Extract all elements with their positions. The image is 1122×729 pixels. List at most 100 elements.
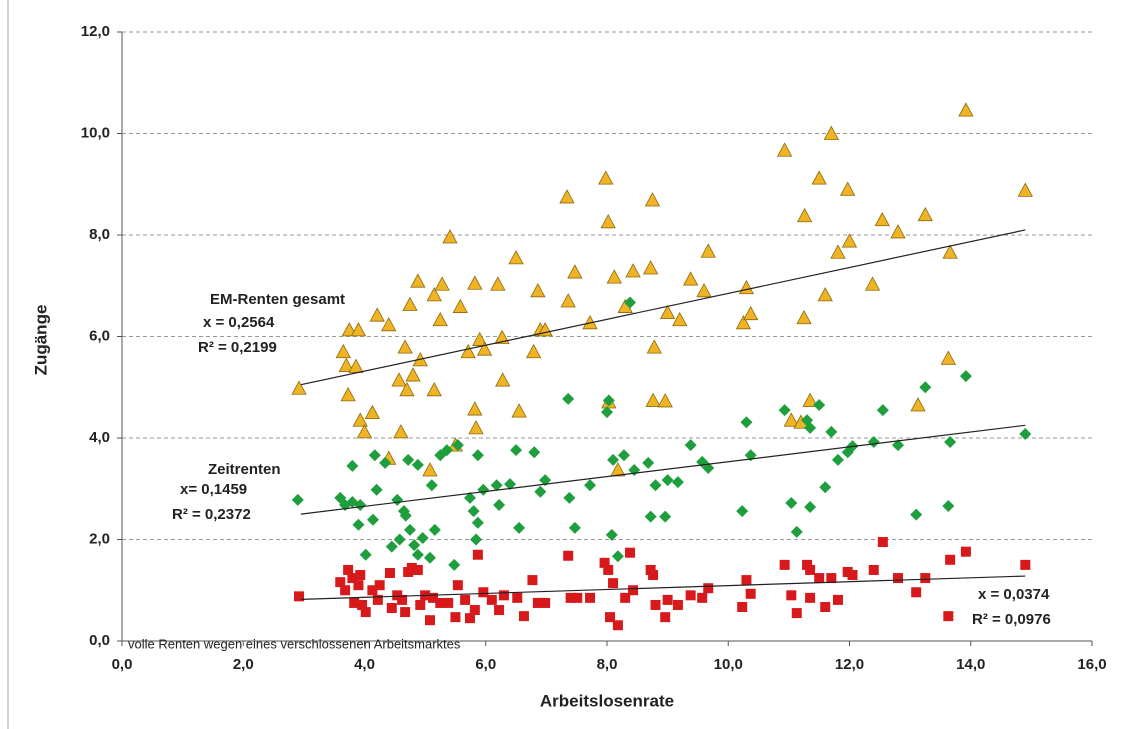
data-point <box>472 331 488 346</box>
x-axis-title: Arbeitslosenrate <box>540 691 674 710</box>
data-point <box>778 404 791 417</box>
data-point <box>399 509 412 522</box>
data-point <box>628 585 639 596</box>
data-point <box>802 392 818 407</box>
data-point <box>920 573 931 584</box>
data-point <box>397 339 413 354</box>
data-point <box>426 287 442 302</box>
data-point <box>823 125 839 140</box>
data-point <box>910 397 926 412</box>
x-tick-label: 8,0 <box>597 656 618 673</box>
data-point <box>867 436 880 449</box>
data-point <box>291 493 304 506</box>
data-point <box>364 404 381 420</box>
data-point <box>605 528 618 541</box>
data-point <box>495 372 511 387</box>
data-point <box>790 525 803 538</box>
data-point <box>406 562 417 573</box>
data-point <box>335 577 346 588</box>
data-point <box>467 401 483 416</box>
data-point <box>644 510 657 523</box>
data-point <box>386 603 397 614</box>
data-point <box>661 474 674 487</box>
data-point <box>740 416 753 429</box>
data-point <box>360 607 371 618</box>
data-point <box>350 322 367 337</box>
data-point <box>477 483 490 496</box>
y-tick-label: 8,0 <box>89 226 110 243</box>
data-point <box>612 620 623 631</box>
data-point <box>958 102 974 117</box>
data-point <box>671 476 684 489</box>
data-point <box>783 412 799 427</box>
data-point <box>617 449 630 462</box>
data-point <box>910 508 923 521</box>
data-point <box>877 537 888 548</box>
data-point <box>464 613 475 624</box>
data-point <box>528 446 541 459</box>
data-point <box>424 615 435 626</box>
data-point <box>802 559 813 570</box>
data-point <box>585 592 596 603</box>
data-point <box>820 601 831 612</box>
data-point <box>460 343 476 359</box>
data-point <box>384 567 395 578</box>
data-point <box>534 485 547 498</box>
data-point <box>943 611 954 622</box>
data-point <box>648 570 659 581</box>
data-point <box>942 244 958 259</box>
data-point <box>415 599 426 610</box>
data-point <box>460 594 471 605</box>
data-point <box>610 462 626 477</box>
data-point <box>397 505 410 518</box>
data-point <box>568 521 581 534</box>
data-point <box>494 605 505 616</box>
data-point <box>662 594 673 605</box>
data-point <box>425 479 438 492</box>
data-point <box>348 358 364 373</box>
data-point <box>405 367 421 382</box>
data-point <box>510 444 523 457</box>
data-point <box>504 478 516 491</box>
data-point <box>840 181 856 196</box>
annotation: x= 0,1459 <box>180 481 247 498</box>
data-point <box>468 420 484 435</box>
data-point <box>864 276 881 291</box>
data-point <box>530 282 546 298</box>
data-point <box>494 329 510 344</box>
data-point <box>660 612 671 623</box>
data-point <box>959 370 972 383</box>
data-point <box>685 590 696 601</box>
data-point <box>940 350 956 365</box>
data-point <box>343 564 354 575</box>
data-point <box>370 483 383 496</box>
data-point <box>423 551 436 564</box>
data-point <box>340 387 356 402</box>
data-point <box>508 249 524 265</box>
data-point <box>511 403 527 418</box>
data-point <box>841 233 858 248</box>
data-point <box>611 550 624 563</box>
data-point <box>490 479 503 492</box>
data-point <box>625 547 636 558</box>
data-point <box>847 570 858 581</box>
data-point <box>813 399 826 412</box>
data-point <box>416 531 429 544</box>
x-tick-label: 12,0 <box>835 656 864 673</box>
data-point <box>565 592 576 603</box>
data-point <box>411 458 424 471</box>
data-point <box>471 516 484 529</box>
data-point <box>700 243 716 258</box>
data-point <box>649 479 662 492</box>
data-point <box>890 224 906 239</box>
data-point <box>435 597 446 608</box>
data-point <box>572 592 583 603</box>
data-point <box>819 481 832 494</box>
y-tick-label: 6,0 <box>89 327 110 344</box>
data-point <box>428 592 439 603</box>
data-point <box>697 592 708 603</box>
data-point <box>608 578 619 589</box>
data-point <box>832 594 843 605</box>
data-point <box>352 412 368 427</box>
data-point <box>385 540 398 553</box>
